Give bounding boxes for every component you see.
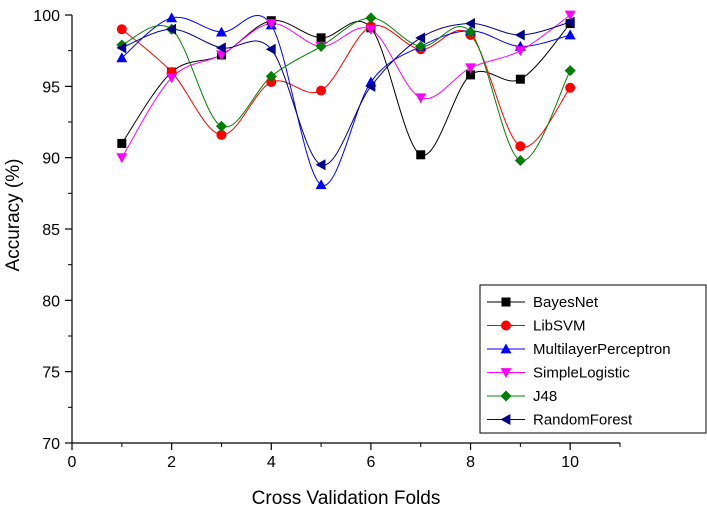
data-point-simplelogistic [215,50,227,61]
data-point-libsvm [565,82,576,93]
series-line-simplelogistic [121,14,571,158]
data-point-j48 [415,40,427,52]
data-point-multilayerperceptron [215,26,227,37]
legend-label-j48: J48 [533,388,557,405]
data-point-bayesnet [515,74,525,84]
data-point-j48 [365,12,377,24]
data-point-simplelogistic [514,46,526,57]
data-point-simplelogistic [265,19,277,30]
x-tick-label: 8 [466,454,475,471]
data-point-bayesnet [466,70,476,80]
data-point-randomforest [315,159,326,171]
legend-box [479,284,707,434]
data-point-randomforest [265,43,276,55]
y-axis-title: Accuracy (%) [3,159,24,272]
legend-marker-bayesnet [501,297,511,307]
x-tick-label: 2 [167,454,176,471]
data-point-libsvm [515,141,526,152]
data-point-randomforest [415,32,426,44]
data-point-randomforest [215,42,226,54]
y-tick-label: 70 [42,436,60,453]
x-tick-label: 10 [561,454,579,471]
data-point-libsvm [266,77,277,88]
x-tick-label: 0 [68,454,77,471]
y-tick-label: 80 [42,293,60,310]
data-point-randomforest [166,23,177,35]
data-point-multilayerperceptron [315,179,327,190]
legend-label-simplelogistic: SimpleLogistic [533,365,630,382]
data-point-simplelogistic [365,24,377,35]
legend-marker-j48 [500,390,512,402]
y-tick-label: 90 [42,151,60,168]
series-line-multilayerperceptron [121,15,571,186]
data-point-multilayerperceptron [564,29,576,40]
x-tick-label: 4 [267,454,276,471]
data-point-j48 [564,65,576,77]
legend-label-libsvm: LibSVM [533,318,586,335]
legend-marker-libsvm [501,320,511,331]
data-point-simplelogistic [465,63,477,74]
data-point-bayesnet [117,138,127,148]
data-point-libsvm [216,129,227,140]
data-point-multilayerperceptron [166,12,178,23]
x-axis-title: Cross Validation Folds [252,488,441,508]
y-tick-label: 85 [42,222,60,239]
series-line-libsvm [121,24,571,148]
data-point-simplelogistic [415,93,427,104]
data-point-libsvm [316,85,327,96]
data-point-randomforest [465,18,475,30]
data-point-randomforest [365,80,376,92]
data-point-libsvm [116,24,127,35]
data-point-simplelogistic [166,73,178,84]
data-point-randomforest [116,42,127,54]
legend-marker-randomforest [500,414,511,425]
data-point-randomforest [514,29,525,41]
y-tick-label: 95 [42,79,60,96]
legend-label-bayesnet: BayesNet [533,294,599,311]
data-point-j48 [465,26,477,38]
data-point-multilayerperceptron [116,52,128,63]
series-line-randomforest [121,21,571,166]
legend-label-multilayerperceptron: MultilayerPerceptron [533,341,671,358]
data-point-simplelogistic [564,10,576,21]
data-point-j48 [514,155,526,167]
y-tick-label: 100 [33,8,60,25]
y-tick-label: 75 [42,365,60,382]
data-point-bayesnet [316,33,326,43]
data-point-j48 [215,120,227,132]
data-point-randomforest [564,16,575,28]
legend-marker-multilayerperceptron [500,343,512,354]
data-point-simplelogistic [116,153,128,164]
x-tick-label: 6 [366,454,375,471]
data-point-j48 [315,40,327,52]
data-point-bayesnet [416,150,426,160]
data-point-j48 [265,70,277,82]
series-line-j48 [121,17,571,162]
legend-marker-simplelogistic [500,368,512,378]
legend-label-randomforest: RandomForest [533,412,633,429]
